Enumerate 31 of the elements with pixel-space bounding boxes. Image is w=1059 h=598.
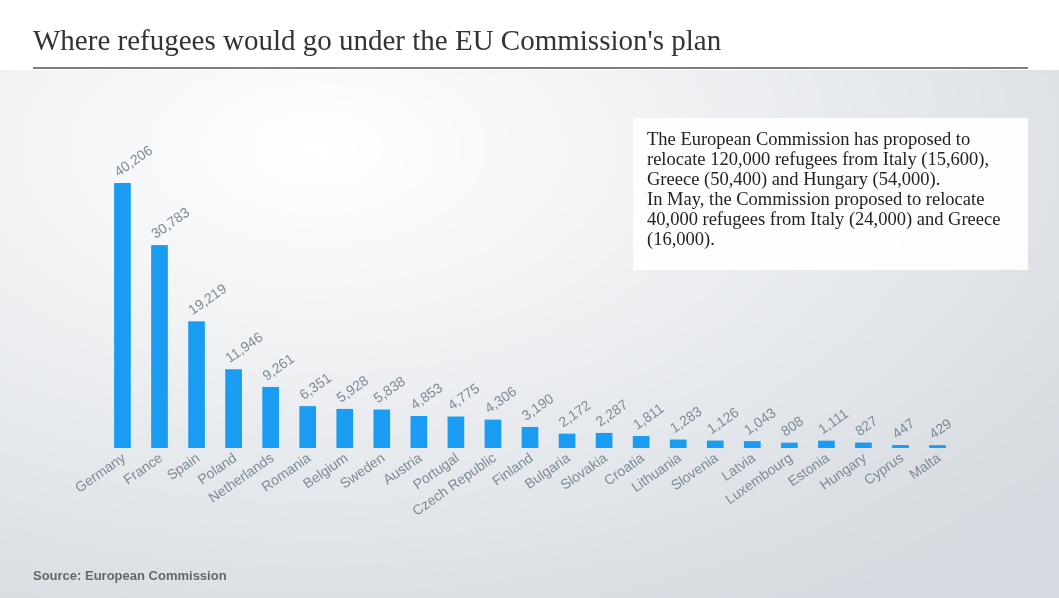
bar	[373, 409, 391, 448]
bar	[114, 183, 131, 448]
bar	[151, 245, 168, 448]
data-label: 827	[851, 412, 881, 440]
bar	[669, 439, 687, 448]
bar	[521, 426, 539, 448]
bar	[188, 321, 205, 448]
bar	[299, 406, 317, 448]
bar	[929, 445, 946, 448]
bar	[447, 416, 465, 448]
bar	[632, 436, 650, 448]
bar	[262, 386, 279, 448]
annotation: In May, the Commission proposed to relocate 40,000 refugees from Italy (24,000) and Greece (16,000).	[647, 189, 1001, 250]
bar	[558, 433, 576, 448]
bar	[336, 408, 354, 448]
source-note: Source: European Commission	[33, 568, 227, 583]
bar	[410, 416, 428, 448]
bar	[743, 441, 761, 448]
bar	[225, 369, 242, 448]
data-label: 447	[889, 414, 918, 442]
bar	[892, 445, 909, 448]
bar	[781, 442, 798, 448]
bar	[595, 432, 613, 448]
data-label: 808	[777, 412, 807, 440]
data-label: 429	[926, 415, 955, 442]
annotation: The European Commission has proposed to relocate 120,000 refugees from Italy (15,600), Greece (50,400) and Hungary (54,000).	[647, 129, 990, 190]
bar	[484, 419, 502, 448]
bar	[818, 440, 835, 448]
bar	[706, 440, 724, 448]
chart-title: Where refugees would go under the EU Commission's plan	[33, 24, 722, 56]
bar	[855, 442, 872, 448]
